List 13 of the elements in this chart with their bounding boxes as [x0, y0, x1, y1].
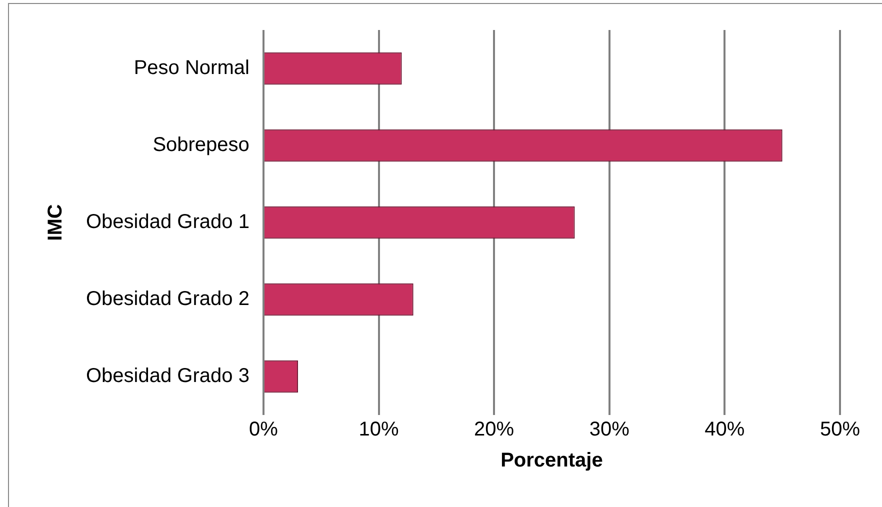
x-tick-label: 30%: [589, 418, 630, 441]
x-tick-label: 0%: [248, 418, 278, 441]
x-tick-label: 10%: [358, 418, 399, 441]
y-tick-label: Obesidad Grado 1: [86, 211, 250, 234]
x-tick-label: 20%: [474, 418, 514, 441]
y-tick-label: Obesidad Grado 2: [86, 288, 250, 310]
x-axis-title: Porcentaje: [500, 450, 603, 472]
y-tick-label: Obesidad Grado 3: [86, 365, 250, 388]
y-tick-label: Sobrepeso: [152, 134, 250, 156]
x-tick-label: 50%: [820, 418, 860, 441]
y-axis-title: IMC: [44, 204, 67, 241]
y-tick-label: Peso Normal: [134, 57, 250, 80]
x-tick-label: 40%: [704, 418, 745, 441]
